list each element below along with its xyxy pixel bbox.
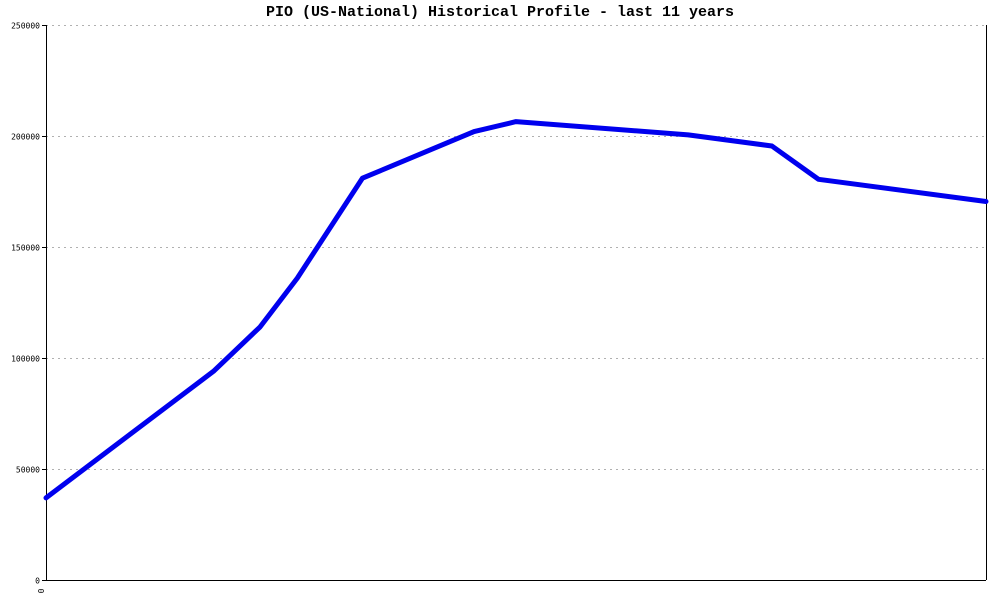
x-tick-labels: 0 (37, 588, 46, 593)
y-tick-label: 200000 (11, 133, 40, 142)
y-tick-label: 150000 (11, 244, 40, 253)
axes (42, 25, 987, 581)
y-tick-label: 250000 (11, 22, 40, 31)
chart-title: PIO (US-National) Historical Profile - l… (265, 4, 735, 21)
x-tick-label: 0 (37, 588, 46, 593)
y-tick-label: 0 (35, 577, 40, 586)
gridlines (46, 25, 986, 470)
series-line (43, 119, 989, 501)
y-tick-label: 50000 (16, 466, 40, 475)
y-tick-label: 100000 (11, 355, 40, 364)
series (43, 119, 989, 501)
y-tick-labels: 0 50000 100000 150000 200000 250000 (11, 22, 40, 586)
